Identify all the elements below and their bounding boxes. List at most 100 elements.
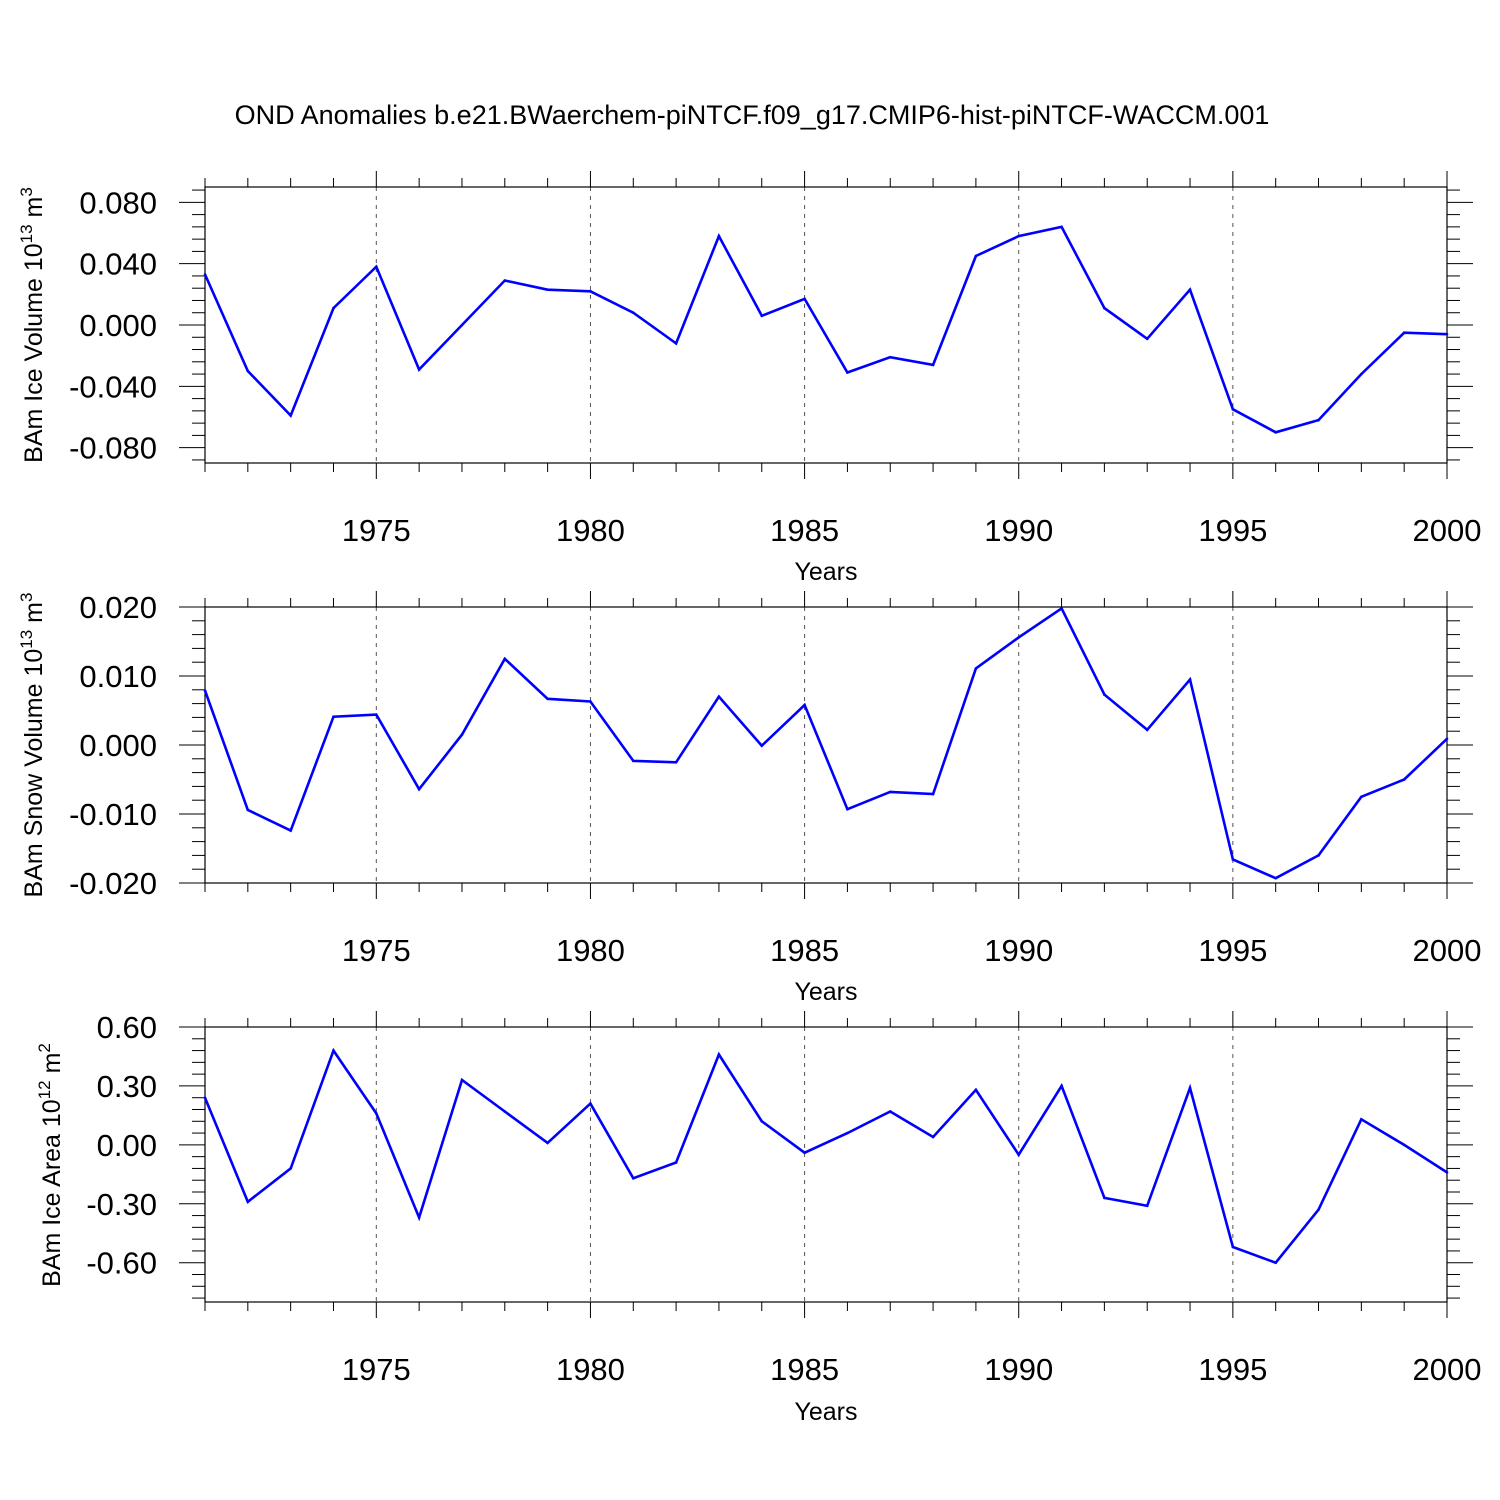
x-tick-label: 1975 <box>342 513 411 548</box>
x-tick-label: 1995 <box>1198 513 1267 548</box>
y-tick-label: -0.020 <box>69 866 157 901</box>
data-point <box>1017 234 1021 238</box>
x-tick-label: 1990 <box>984 513 1053 548</box>
plot-frame <box>204 606 1448 884</box>
data-point <box>846 371 849 374</box>
series-line <box>203 225 1448 434</box>
data-point <box>888 355 892 359</box>
data-point <box>460 323 464 327</box>
data-point <box>1060 1084 1063 1088</box>
data-point <box>246 1200 250 1204</box>
data-point <box>846 1131 849 1135</box>
data-point <box>375 713 378 716</box>
chart-title: OND Anomalies b.e21.BWaerchem-piNTCF.f09… <box>235 100 1270 130</box>
y-axis-label: BAm Snow Volume 1013 m3 <box>17 593 48 898</box>
y-axis-label: BAm Ice Area 1012 m2 <box>35 1043 66 1287</box>
data-point <box>246 369 250 373</box>
x-tick-label: 1990 <box>984 933 1053 968</box>
data-point <box>1274 1261 1277 1265</box>
y-tick-label: 0.010 <box>79 659 157 694</box>
x-tick-label: 1985 <box>770 1352 839 1387</box>
data-point <box>1445 1171 1449 1174</box>
data-point <box>974 254 978 258</box>
data-point <box>546 697 549 701</box>
data-point <box>460 1078 464 1082</box>
data-point <box>332 1049 335 1052</box>
data-point <box>1402 778 1406 781</box>
y-axis-label-exponent: 13 <box>17 224 36 243</box>
x-tick-label: 1985 <box>770 933 839 968</box>
y-axis-label: BAm Ice Volume 1013 m3 <box>17 187 48 463</box>
data-point <box>1017 636 1021 639</box>
data-point <box>760 314 764 318</box>
y-tick-label: 0.000 <box>79 308 157 343</box>
data-point <box>1231 1245 1235 1249</box>
data-point <box>417 368 421 371</box>
data-point <box>1360 795 1363 799</box>
data-point <box>1145 728 1149 732</box>
y-axis-label-text: BAm Ice Area 10 <box>38 1099 66 1287</box>
data-point <box>1103 306 1106 310</box>
data-point <box>246 808 250 812</box>
y-axis-label-unit-exponent: 2 <box>35 1043 54 1052</box>
data-point <box>1317 418 1320 422</box>
data-point <box>546 1141 549 1145</box>
y-tick-label: 0.000 <box>79 728 157 763</box>
x-tick-label: 2000 <box>1413 513 1482 548</box>
y-tick-label: -0.010 <box>69 797 157 832</box>
data-point <box>1145 337 1149 341</box>
data-point <box>974 1088 978 1092</box>
data-point <box>674 760 678 764</box>
y-axis-label-unit-exponent: 3 <box>17 593 36 602</box>
data-point <box>503 279 507 282</box>
x-tick-label: 1980 <box>556 933 625 968</box>
data-point <box>803 1151 806 1155</box>
data-point <box>1402 1143 1406 1147</box>
data-point <box>203 1096 207 1100</box>
data-point <box>1145 1204 1149 1208</box>
panel-ice-volume: BAm Ice Volume 1013 m3 Years 0.080 0.040 0… <box>17 171 1481 586</box>
data-point <box>760 1119 764 1123</box>
y-axis-label-unit: m <box>20 197 48 225</box>
data-point <box>717 695 721 698</box>
data-point <box>417 787 421 791</box>
data-point <box>1274 431 1277 434</box>
data-point <box>760 744 764 747</box>
data-point <box>1188 678 1192 681</box>
data-point <box>332 715 335 719</box>
data-point <box>1103 693 1106 696</box>
data-point <box>974 667 978 670</box>
y-tick-label: 0.080 <box>79 185 157 220</box>
data-point <box>289 414 292 417</box>
plot-frame <box>204 186 1448 464</box>
y-tick-label: 0.30 <box>97 1069 157 1104</box>
y-tick-label: 0.00 <box>97 1128 157 1163</box>
data-point <box>289 1167 292 1170</box>
data-point <box>417 1216 421 1219</box>
data-point <box>375 1112 378 1115</box>
data-point <box>717 1053 721 1056</box>
y-tick-label: -0.30 <box>86 1187 157 1222</box>
x-tick-label: 1975 <box>342 1352 411 1387</box>
data-point <box>589 1102 592 1105</box>
data-point <box>1317 1208 1320 1211</box>
data-point <box>1317 854 1320 857</box>
data-point <box>203 689 207 692</box>
data-point <box>1360 1118 1363 1121</box>
x-tick-label: 2000 <box>1413 933 1482 968</box>
data-point <box>289 829 292 832</box>
y-tick-label: -0.080 <box>69 431 157 466</box>
data-point <box>503 1110 507 1113</box>
data-point <box>846 807 849 811</box>
data-point <box>803 297 806 301</box>
data-point <box>1017 1153 1021 1156</box>
data-point <box>631 1176 635 1180</box>
y-tick-label: 0.040 <box>79 247 157 282</box>
x-axis-label: Years <box>794 558 857 586</box>
panel-ice-area: BAm Ice Area 1012 m2 Years 0.60 0.30 0.00 -… <box>35 1010 1481 1426</box>
data-point <box>1231 858 1235 861</box>
data-point <box>589 700 592 703</box>
data-point <box>589 289 592 293</box>
data-point <box>631 311 635 315</box>
data-point <box>717 234 721 238</box>
